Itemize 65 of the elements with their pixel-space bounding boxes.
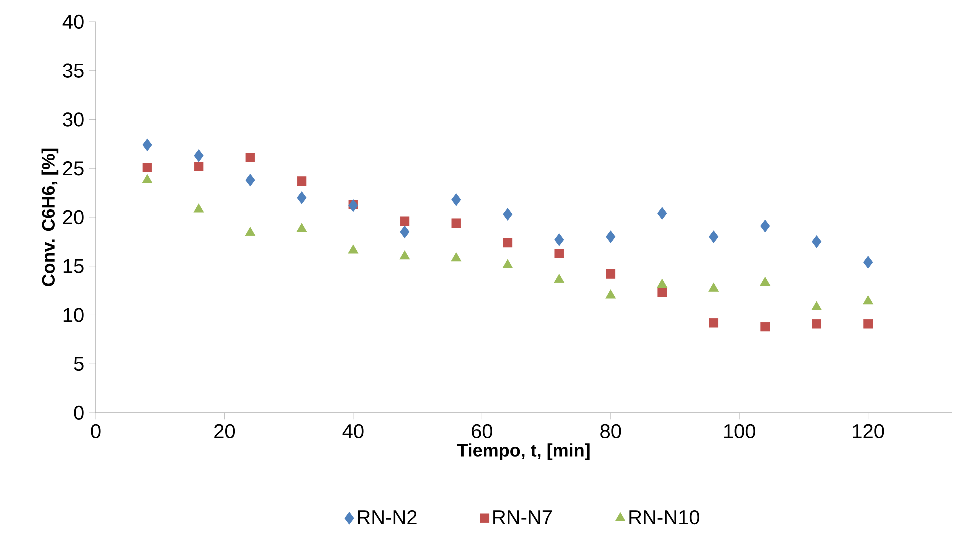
x-axis-title: Tiempo, t, [min] [457, 444, 590, 460]
point [657, 279, 668, 288]
point [554, 274, 565, 284]
y-tick-label: 0 [74, 406, 84, 420]
point [503, 208, 513, 221]
point [606, 230, 616, 244]
point [708, 282, 719, 292]
x-tick-label: 80 [600, 424, 622, 439]
point [194, 204, 204, 213]
point [194, 162, 204, 172]
y-tick-label: 30 [63, 112, 84, 127]
point [142, 138, 152, 152]
point [246, 174, 256, 187]
point [296, 223, 308, 232]
point [451, 252, 462, 262]
y-tick-label: 5 [74, 357, 84, 372]
x-tick-label: 0 [91, 424, 101, 439]
y-tick-label: 20 [63, 210, 84, 225]
y-tick-label: 25 [63, 162, 84, 176]
x-tick-label: 100 [724, 424, 756, 439]
point [812, 319, 822, 329]
point [142, 162, 152, 172]
point [863, 296, 874, 305]
x-tick-label: 120 [853, 424, 884, 439]
y-tick-label: 35 [63, 64, 84, 78]
point [502, 260, 514, 268]
point [864, 256, 874, 269]
y-axis-title: Conv. C6H6, [%] [42, 148, 59, 286]
point [606, 290, 616, 299]
legend-label: RN-N7 [494, 510, 552, 524]
y-tick-label: 15 [64, 259, 84, 274]
point [297, 192, 307, 204]
point [709, 318, 719, 328]
x-tick-label: 20 [214, 424, 236, 439]
point [658, 288, 668, 298]
y-tick-label: 10 [64, 308, 84, 322]
point [452, 194, 462, 206]
legend-label: RN-N2 [358, 510, 417, 524]
point [400, 226, 410, 238]
point [760, 277, 770, 286]
point [554, 234, 564, 246]
point [760, 322, 770, 332]
point [709, 230, 719, 244]
x-tick-label: 40 [342, 424, 364, 439]
point [812, 236, 822, 248]
point [245, 227, 256, 236]
point [400, 250, 410, 260]
x-tick-label: 60 [472, 424, 492, 439]
point [658, 207, 668, 220]
point [760, 220, 770, 233]
point [348, 199, 358, 212]
legend-label: RN-N10 [630, 510, 700, 525]
point [606, 270, 616, 279]
y-tick-label: 40 [62, 14, 84, 30]
point [194, 150, 204, 162]
point [400, 216, 410, 226]
point [503, 238, 513, 248]
point [297, 176, 307, 186]
point [554, 248, 564, 258]
point [246, 153, 256, 163]
point [864, 319, 873, 329]
point [348, 244, 359, 254]
point [452, 218, 462, 228]
point [142, 174, 153, 184]
point [812, 302, 822, 310]
